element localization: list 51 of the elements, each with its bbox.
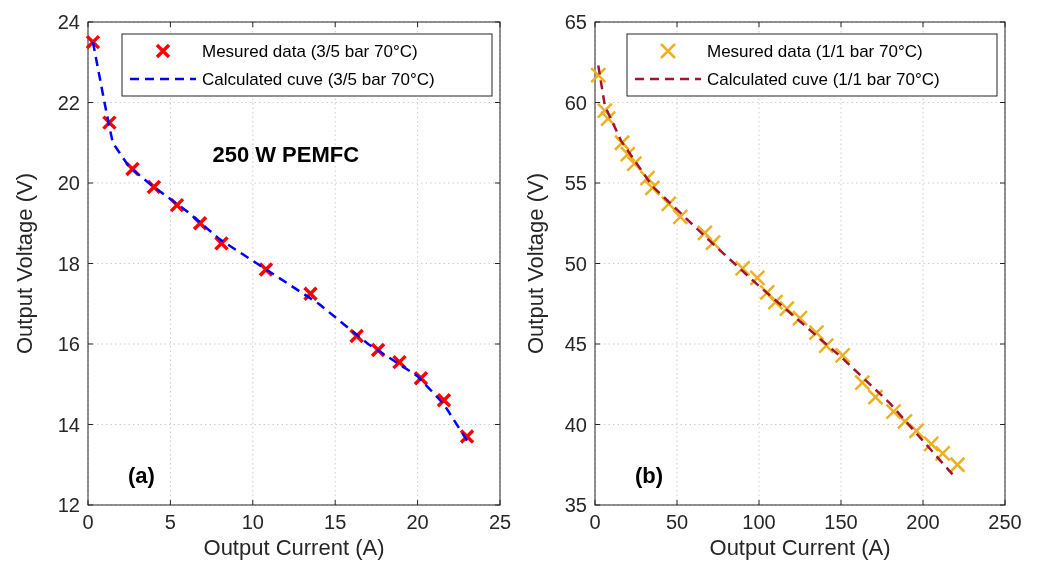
legend-label: Mesured data (1/1 bar 70°C)	[707, 42, 923, 61]
point	[817, 337, 835, 354]
y-tick-label: 16	[57, 333, 80, 355]
annotation: (a)	[128, 463, 155, 488]
annotation: (b)	[635, 463, 664, 488]
y-tick-label: 14	[57, 413, 80, 436]
x-axis-title: Output Current (A)	[709, 535, 891, 560]
x-tick-label: 15	[324, 511, 347, 533]
x-tick-label: 10	[241, 511, 264, 533]
text: 250 W PEMFC	[212, 142, 360, 167]
y-tick-label: 60	[564, 91, 587, 114]
point	[436, 392, 452, 409]
point	[213, 235, 230, 252]
point	[459, 428, 475, 445]
y-tick-label: 65	[564, 11, 587, 33]
point	[696, 224, 714, 242]
y-tick-label: 20	[57, 172, 80, 194]
x-axis-title: Output Current (A)	[203, 535, 385, 560]
y-tick-label: 55	[564, 172, 587, 194]
point	[791, 309, 809, 327]
y-axis-title: Output Voltage (V)	[12, 173, 37, 354]
legend-label: Mesured data (3/5 bar 70°C)	[202, 42, 418, 61]
legend-label: Calculated cuve (3/5 bar 70°C)	[202, 70, 435, 89]
point	[660, 195, 678, 213]
x-tick-label: 250	[988, 511, 1022, 533]
line-series	[91, 40, 469, 442]
point	[885, 403, 902, 420]
legend-label: Calculated cuve (1/1 bar 70°C)	[707, 70, 940, 89]
y-axis-title: Output Voltage (V)	[523, 173, 548, 354]
y-tick-label: 50	[564, 252, 587, 275]
x-tick-label: 20	[406, 511, 429, 533]
point	[302, 285, 319, 302]
point	[867, 388, 884, 406]
x-tick-label: 50	[665, 511, 689, 533]
y-tick-label: 35	[564, 494, 587, 516]
point	[854, 374, 871, 391]
y-tick-label: 40	[564, 413, 587, 436]
x-tick-label: 5	[164, 511, 176, 533]
y-tick-label: 45	[564, 333, 587, 355]
point	[949, 456, 966, 473]
x-tick-label: 150	[824, 511, 858, 533]
x-tick-label: 100	[742, 511, 776, 533]
x-tick-label: 25	[488, 511, 512, 533]
x-tick-label: 0	[589, 511, 601, 533]
y-tick-label: 22	[57, 91, 80, 114]
y-tick-label: 12	[57, 494, 80, 516]
y-tick-label: 18	[57, 252, 80, 275]
point	[672, 208, 689, 226]
x-tick-label: 200	[906, 511, 940, 533]
y-tick-label: 24	[57, 11, 80, 33]
x-tick-label: 0	[82, 511, 94, 533]
